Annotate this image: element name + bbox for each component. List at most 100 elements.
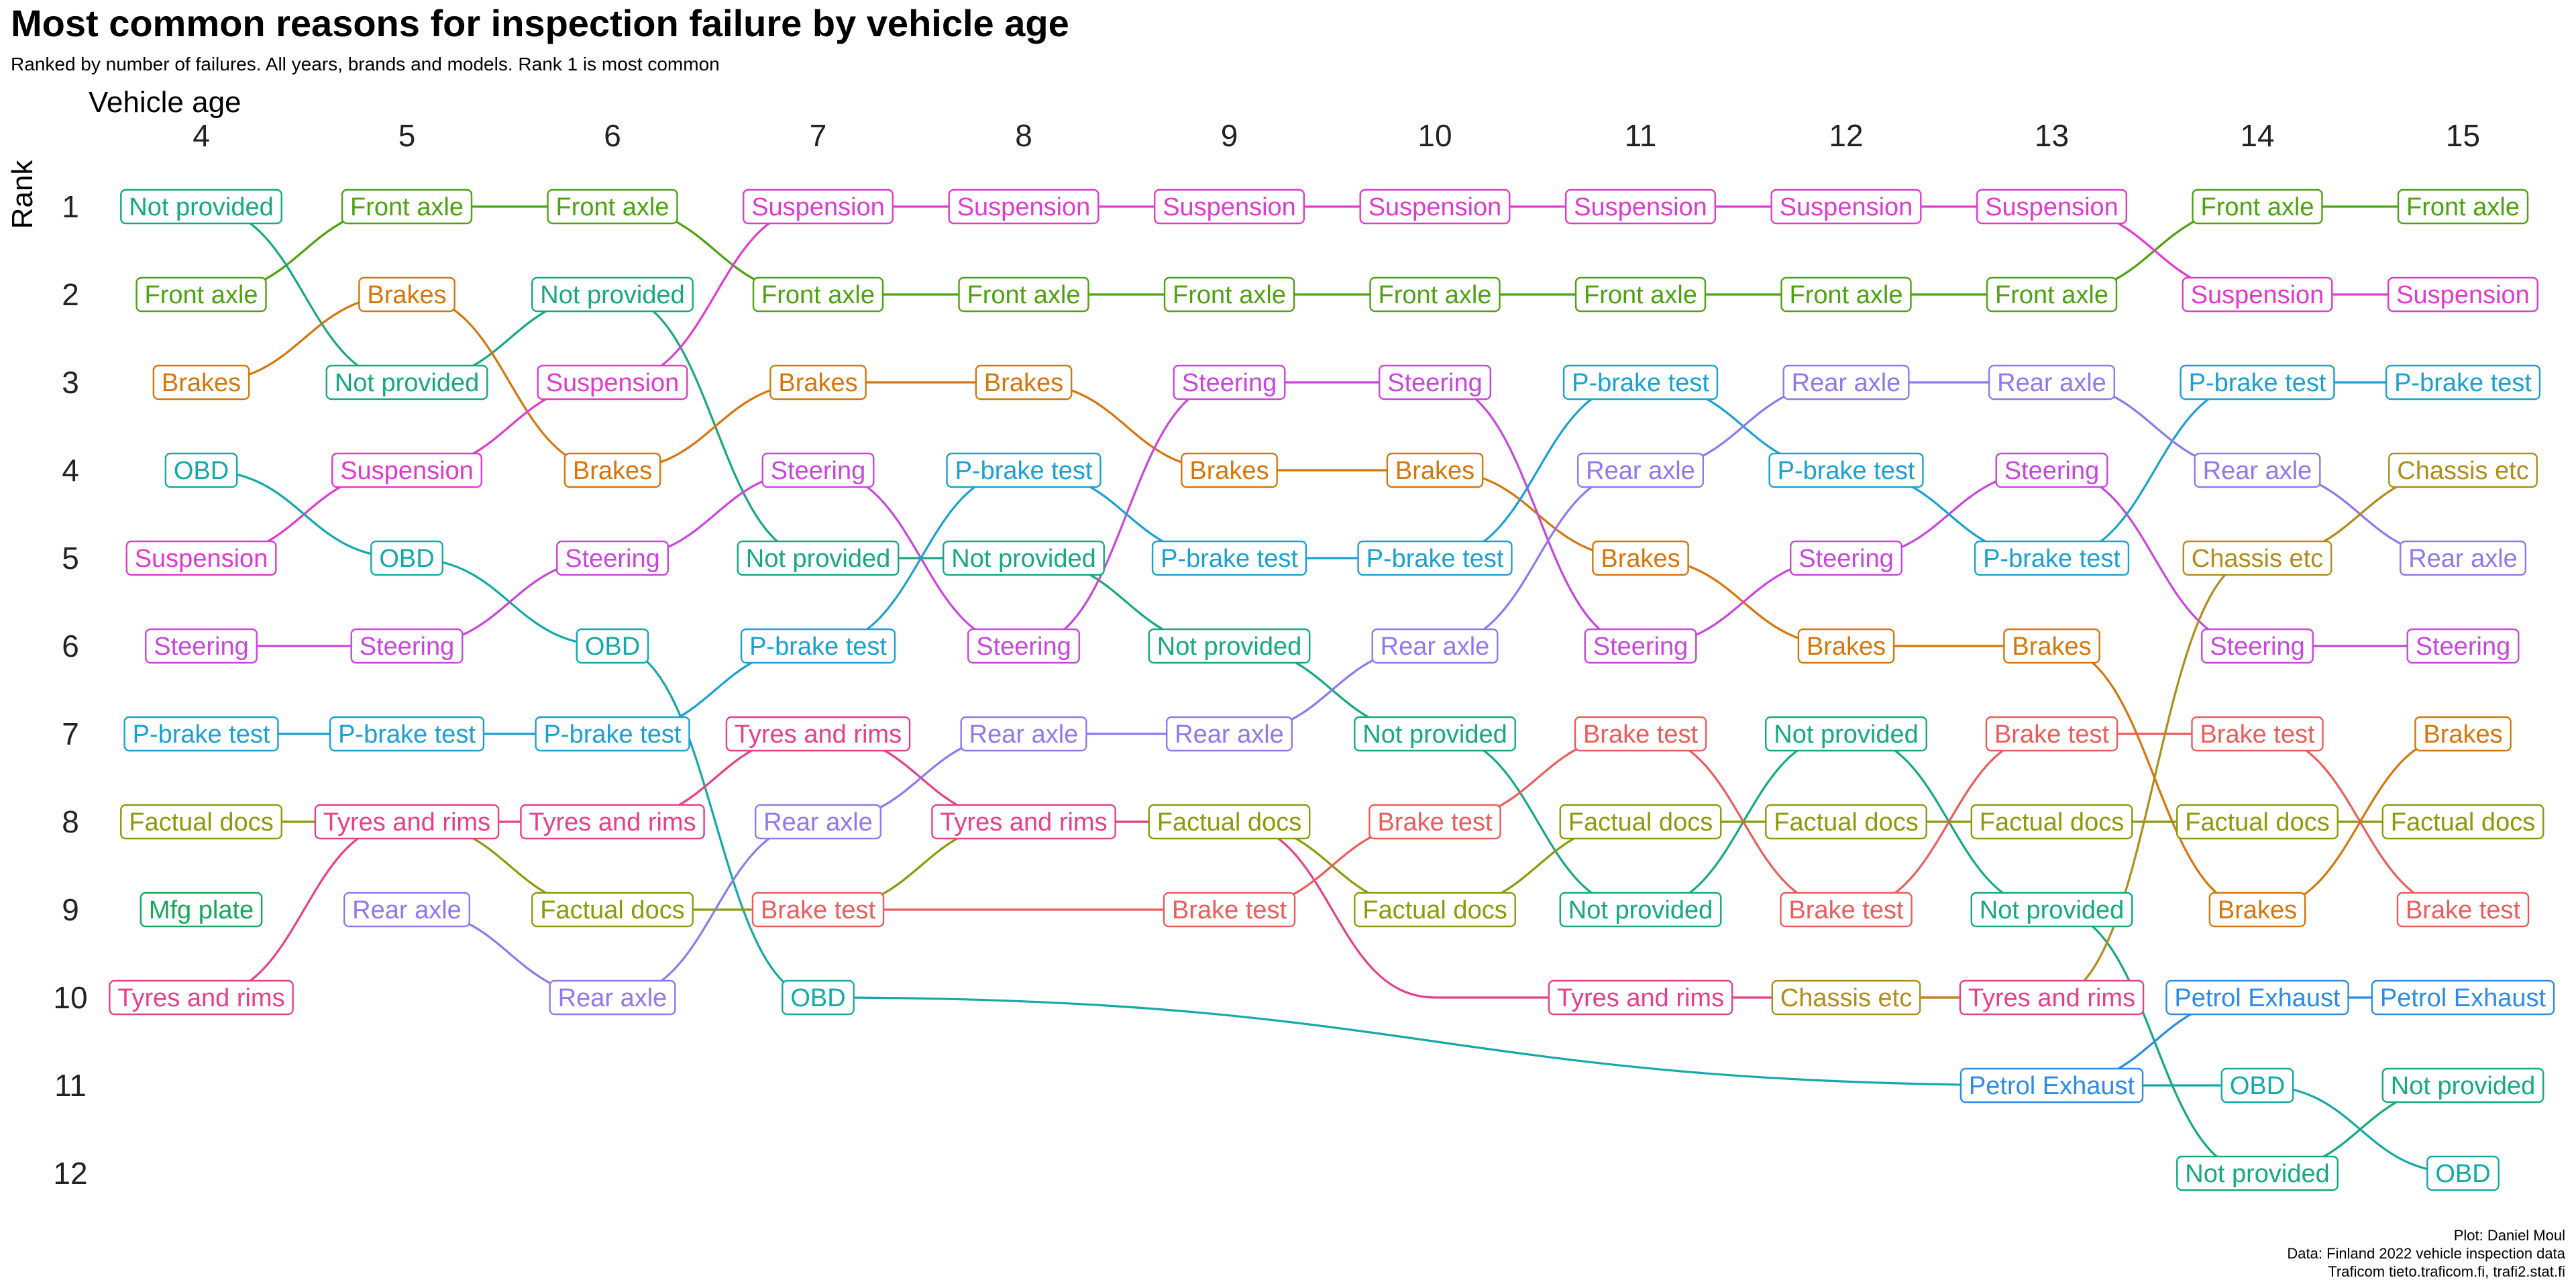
label-box: [2191, 716, 2324, 752]
label-text: Petrol Exhaust: [1969, 1072, 2135, 1100]
label-steering: Steering: [1790, 540, 1902, 576]
label-box: [725, 716, 911, 752]
label-text: OBD: [2230, 1072, 2285, 1100]
label-box: [2414, 716, 2512, 752]
label-suspension: Suspension: [1770, 189, 1922, 225]
x-tick-6: 6: [604, 118, 621, 153]
label-front-axle: Front axle: [547, 189, 678, 225]
label-box: [1985, 716, 2118, 752]
label-text: Steering: [2416, 633, 2511, 661]
label-not-provided: Not provided: [2381, 1067, 2544, 1104]
label-text: Rear axle: [352, 896, 462, 924]
label-steering: Steering: [145, 628, 258, 664]
label-text: Steering: [1799, 545, 1894, 573]
rank-labels: Not provided Front axle Brakes OBD Suspensio…: [109, 189, 2555, 1191]
label-not-provided: Not provided: [325, 364, 488, 400]
label-text: Chassis etc: [2192, 545, 2323, 573]
x-tick-10: 10: [1417, 118, 1452, 153]
label-box: [743, 189, 894, 225]
label-box: [2192, 189, 2323, 225]
y-tick-2: 2: [62, 277, 79, 312]
label-not-provided: Not provided: [737, 540, 900, 576]
label-box: [1559, 892, 1722, 928]
label-text: Brakes: [2012, 633, 2091, 661]
label-text: Rear axle: [2408, 545, 2518, 573]
label-text: Factual docs: [1980, 808, 2124, 837]
label-text: Rear axle: [1586, 457, 1695, 485]
label-steering: Steering: [2406, 628, 2520, 664]
label-text: Not provided: [1568, 896, 1713, 924]
label-not-provided: Not provided: [1559, 892, 1722, 928]
label-box: [2397, 189, 2529, 225]
label-box: [109, 979, 294, 1016]
label-box: [341, 189, 473, 225]
label-box: [120, 189, 282, 225]
label-box: [1565, 189, 1716, 225]
label-text: Suspension: [751, 193, 885, 221]
label-text: Brakes: [162, 369, 241, 397]
y-tick-5: 5: [62, 541, 79, 576]
label-text: Rear axle: [1381, 633, 1490, 661]
label-text: Rear axle: [969, 720, 1079, 749]
label-steering: Steering: [1379, 364, 1491, 400]
label-brake-test: Brake test: [1163, 892, 1296, 928]
label-text: P-brake test: [749, 633, 887, 661]
label-factual-docs: Factual docs: [2381, 804, 2544, 840]
label-text: Not provided: [129, 193, 273, 221]
credit-source: Traficom tieto.traficom.fi, trafi2.stat.…: [2328, 1263, 2565, 1280]
label-box: [1562, 364, 1719, 400]
credits: Plot: Daniel Moul Data: Finland 2022 veh…: [2287, 1226, 2565, 1281]
y-axis-label: Rank: [6, 160, 39, 229]
x-tick-labels: 4 5 6 7 8 9 10 11 12 13 14 15: [193, 118, 2480, 153]
label-front-axle: Front axle: [752, 276, 884, 313]
label-text: Not provided: [746, 545, 890, 573]
label-text: P-brake test: [2394, 369, 2532, 397]
label-box: [1379, 364, 1491, 400]
label-text: Front axle: [556, 193, 669, 221]
label-text: P-brake test: [1778, 457, 1915, 485]
label-text: P-brake test: [1366, 545, 1504, 573]
label-text: Steering: [1182, 369, 1277, 397]
label-steering: Steering: [1995, 452, 2108, 488]
label-box: [2381, 804, 2544, 840]
label-suspension: Suspension: [1976, 189, 2127, 225]
label-suspension: Suspension: [537, 364, 688, 400]
label-text: Rear axle: [1997, 369, 2106, 397]
label-box: [2180, 364, 2335, 400]
label-brake-test: Brake test: [2191, 716, 2324, 752]
label-box: [1970, 892, 2133, 928]
label-text: P-brake test: [955, 457, 1093, 485]
label-brakes: Brakes: [152, 364, 250, 400]
label-text: OBD: [585, 633, 640, 661]
label-text: Steering: [1387, 369, 1483, 397]
line-segment: [2051, 557, 2258, 999]
label-brakes: Brakes: [769, 364, 867, 400]
label-box: [1354, 892, 1516, 928]
label-rear-axle: Rear axle: [1165, 716, 1293, 752]
label-text: Mfg plate: [149, 896, 254, 924]
label-text: OBD: [379, 545, 434, 573]
label-box: [120, 804, 282, 840]
label-text: Front axle: [1790, 281, 1903, 309]
label-factual-docs: Factual docs: [120, 804, 282, 840]
label-box: [531, 276, 694, 313]
label-text: Brake test: [2406, 896, 2521, 924]
series-lines: [201, 205, 2463, 1175]
label-text: Not provided: [951, 545, 1095, 573]
label-text: Suspension: [957, 193, 1091, 221]
label-text: Not provided: [540, 281, 684, 309]
label-brake-test: Brake test: [1574, 716, 1707, 752]
label-not-provided: Not provided: [1765, 716, 1927, 752]
label-text: OBD: [174, 457, 229, 485]
label-rear-axle: Rear axle: [2194, 452, 2321, 488]
label-obd: OBD: [782, 979, 855, 1016]
chart-subtitle: Ranked by number of failures. All years,…: [11, 54, 720, 74]
label-factual-docs: Factual docs: [2176, 804, 2339, 840]
label-front-axle: Front axle: [1369, 276, 1501, 313]
label-text: Brake test: [1172, 896, 1287, 924]
label-obd: OBD: [576, 628, 649, 664]
label-text: P-brake test: [1983, 545, 2121, 573]
label-box: [2182, 540, 2332, 576]
label-front-axle: Front axle: [2397, 189, 2529, 225]
label-front-axle: Front axle: [1780, 276, 1912, 313]
